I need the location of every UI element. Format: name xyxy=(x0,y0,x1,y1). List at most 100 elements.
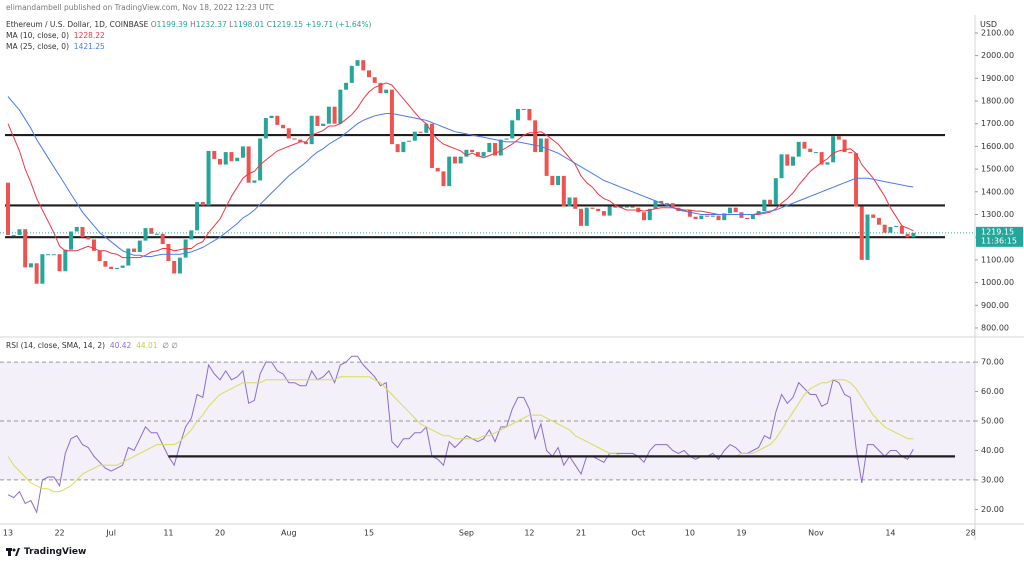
rsi-line xyxy=(7,355,914,514)
logo-icon xyxy=(6,548,20,556)
candle-body xyxy=(246,146,251,183)
candle-body xyxy=(687,209,692,217)
candle-body xyxy=(212,150,217,159)
candle-body xyxy=(601,211,606,216)
candle-body xyxy=(510,120,515,139)
candle-body xyxy=(556,175,561,185)
candle-body xyxy=(195,202,200,231)
candle-body xyxy=(865,214,870,260)
y-tick-label: 1400.00 xyxy=(981,187,1014,196)
candle-body xyxy=(905,233,910,238)
candle-body xyxy=(894,225,899,227)
candle-body xyxy=(321,123,326,126)
rsi-title: RSI (14, close, SMA, 14, 2) xyxy=(6,341,106,350)
y-tick-label: 60.00 xyxy=(981,387,1004,396)
x-tick-label: 15 xyxy=(364,529,374,538)
candle-body xyxy=(676,207,681,212)
countdown: 11:36:15 xyxy=(981,236,1017,245)
candle-body xyxy=(756,211,761,215)
candle-body xyxy=(831,136,836,163)
candle-body xyxy=(200,202,205,206)
candle-body xyxy=(441,171,446,187)
candle-body xyxy=(384,89,389,94)
candle-body xyxy=(23,229,28,268)
candle-body xyxy=(361,60,366,71)
candle-body xyxy=(647,208,652,221)
candle-body xyxy=(281,124,286,129)
y-tick-label: 1500.00 xyxy=(981,165,1014,174)
ohlc-label: O xyxy=(150,20,157,29)
ma-line xyxy=(7,96,914,257)
candle-body xyxy=(808,148,813,153)
candle-body xyxy=(911,232,916,238)
x-tick-label: 10 xyxy=(685,529,695,538)
y-tick-label: 40.00 xyxy=(981,446,1004,455)
candle-body xyxy=(263,118,268,139)
candle-body xyxy=(229,152,234,162)
candle-body xyxy=(722,213,727,221)
candle-body xyxy=(218,158,223,165)
candle-body xyxy=(882,224,887,233)
candle-body xyxy=(355,60,360,66)
candle-body xyxy=(848,152,853,154)
candle-body xyxy=(57,254,62,272)
candle-body xyxy=(498,139,503,156)
candle-body xyxy=(596,208,601,212)
candle-body xyxy=(699,215,704,220)
candle-body xyxy=(670,203,675,208)
candle-body xyxy=(813,152,818,154)
candle-body xyxy=(733,207,738,213)
y-tick-label: 1000.00 xyxy=(981,278,1014,287)
candle-body xyxy=(716,215,721,221)
candle-body xyxy=(412,131,417,141)
candle-body xyxy=(802,141,807,149)
candle-body xyxy=(567,197,572,207)
candle-body xyxy=(481,152,486,157)
candle-body xyxy=(750,214,755,220)
candle-body xyxy=(430,123,435,168)
candle-body xyxy=(126,248,131,266)
candle-body xyxy=(836,136,841,140)
candle-body xyxy=(607,206,612,216)
candle-body xyxy=(269,115,274,119)
candle-body xyxy=(143,228,148,241)
candle-body xyxy=(109,266,114,269)
y-tick-label: 1800.00 xyxy=(981,97,1014,106)
candle-body xyxy=(791,156,796,166)
y-tick-label: 1900.00 xyxy=(981,74,1014,83)
candle-body xyxy=(160,233,165,244)
ohlc-value: 1199.39 xyxy=(156,20,188,29)
candle-body xyxy=(344,82,349,90)
y-tick-label: 1100.00 xyxy=(981,255,1014,264)
candle-body xyxy=(326,106,331,124)
candle-body xyxy=(372,77,377,83)
candle-body xyxy=(63,249,68,272)
candle-body xyxy=(303,141,308,145)
candle-body xyxy=(366,70,371,78)
candle-body xyxy=(659,200,664,204)
candle-body xyxy=(172,261,177,274)
candle-body xyxy=(149,228,154,234)
candle-body xyxy=(51,254,56,256)
candle-body xyxy=(349,65,354,83)
candle-body xyxy=(550,175,555,185)
y-tick-label: 2000.00 xyxy=(981,51,1014,60)
candle-body xyxy=(533,120,538,153)
candle-body xyxy=(40,254,45,284)
candle-body xyxy=(579,208,583,226)
candle-body xyxy=(745,217,750,220)
candle-body xyxy=(74,226,79,232)
candle-body xyxy=(378,82,383,94)
candle-body xyxy=(762,199,767,212)
legend-name: MA (10, close, 0) xyxy=(6,31,70,40)
candle-body xyxy=(177,257,182,274)
candle-body xyxy=(642,212,647,221)
candle-body xyxy=(561,175,566,207)
x-tick-label: 22 xyxy=(54,529,64,538)
x-tick-label: 21 xyxy=(576,529,586,538)
candle-body xyxy=(120,265,125,268)
x-tick-label: Oct xyxy=(631,529,645,538)
candle-body xyxy=(521,108,526,110)
y-tick-label: 1700.00 xyxy=(981,119,1014,128)
